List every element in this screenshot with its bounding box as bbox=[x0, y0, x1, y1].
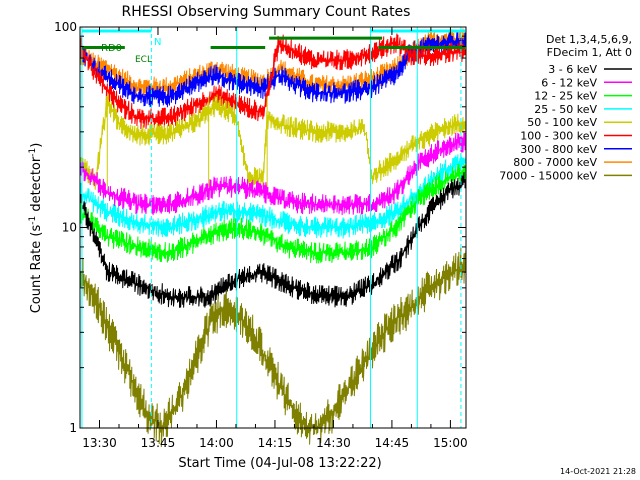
x-tick-label: 14:15 bbox=[258, 436, 293, 450]
x-tick-label: 13:45 bbox=[141, 436, 176, 450]
y-tick-label: 10 bbox=[62, 221, 77, 235]
y-axis-label: Count Rate (s-1 detector-1) bbox=[28, 143, 44, 314]
y-axis-label-sup1: -1 bbox=[28, 216, 38, 225]
legend-label: 25 - 50 keV bbox=[534, 103, 597, 116]
x-tick-label: 14:30 bbox=[316, 436, 351, 450]
y-axis-label-mid: detector bbox=[29, 156, 44, 216]
rd0-label: RD0 bbox=[101, 43, 122, 54]
series-trace bbox=[79, 33, 467, 130]
y-tick-label: 100 bbox=[54, 20, 77, 34]
y-axis-label-end: ) bbox=[29, 143, 44, 148]
y-tick-label: 1 bbox=[69, 421, 77, 435]
legend-label: 12 - 25 keV bbox=[534, 90, 597, 103]
legend-label: 50 - 100 keV bbox=[527, 116, 597, 129]
series-trace bbox=[79, 247, 467, 448]
y-axis-label-main: Count Rate (s bbox=[29, 225, 44, 314]
legend-label: 800 - 7000 keV bbox=[513, 156, 597, 169]
x-axis-label: Start Time (04-Jul-08 13:22:22) bbox=[178, 456, 381, 471]
series-trace bbox=[79, 93, 467, 190]
legend-label: 3 - 6 keV bbox=[548, 63, 597, 76]
x-tick-label: 14:45 bbox=[375, 436, 410, 450]
x-tick-label: 14:00 bbox=[199, 436, 234, 450]
legend-label: 300 - 800 keV bbox=[520, 143, 597, 156]
y-axis-label-sup2: -1 bbox=[28, 148, 38, 157]
legend-header-line-2: FDecim 1, Att 0 bbox=[547, 46, 632, 59]
series-trace bbox=[79, 153, 467, 239]
legend-label: 6 - 12 keV bbox=[541, 76, 597, 89]
legend: Det 1,3,4,5,6,9, FDecim 1, Att 0 3 - 6 k… bbox=[499, 33, 632, 182]
series-trace bbox=[79, 162, 467, 264]
series-trace bbox=[79, 32, 467, 108]
ecl-label: ECL bbox=[135, 55, 152, 65]
night-label: N bbox=[154, 37, 161, 48]
series-trace bbox=[79, 130, 467, 216]
series-trace bbox=[79, 172, 467, 308]
x-tick-label: 15:00 bbox=[433, 436, 468, 450]
legend-label: 7000 - 15000 keV bbox=[499, 169, 597, 182]
chart-title: RHESSI Observing Summary Count Rates bbox=[122, 4, 411, 20]
x-tick-label: 13:30 bbox=[82, 436, 117, 450]
legend-label: 100 - 300 keV bbox=[520, 130, 597, 143]
plot-series-layer bbox=[79, 28, 467, 448]
axes-layer: 13:30 13:45 14:00 14:15 14:30 14:45 15:00 1 10 10… bbox=[54, 20, 468, 450]
timestamp: 14-Oct-2021 21:28 bbox=[560, 467, 636, 476]
legend-header-line-1: Det 1,3,4,5,6,9, bbox=[546, 33, 632, 46]
